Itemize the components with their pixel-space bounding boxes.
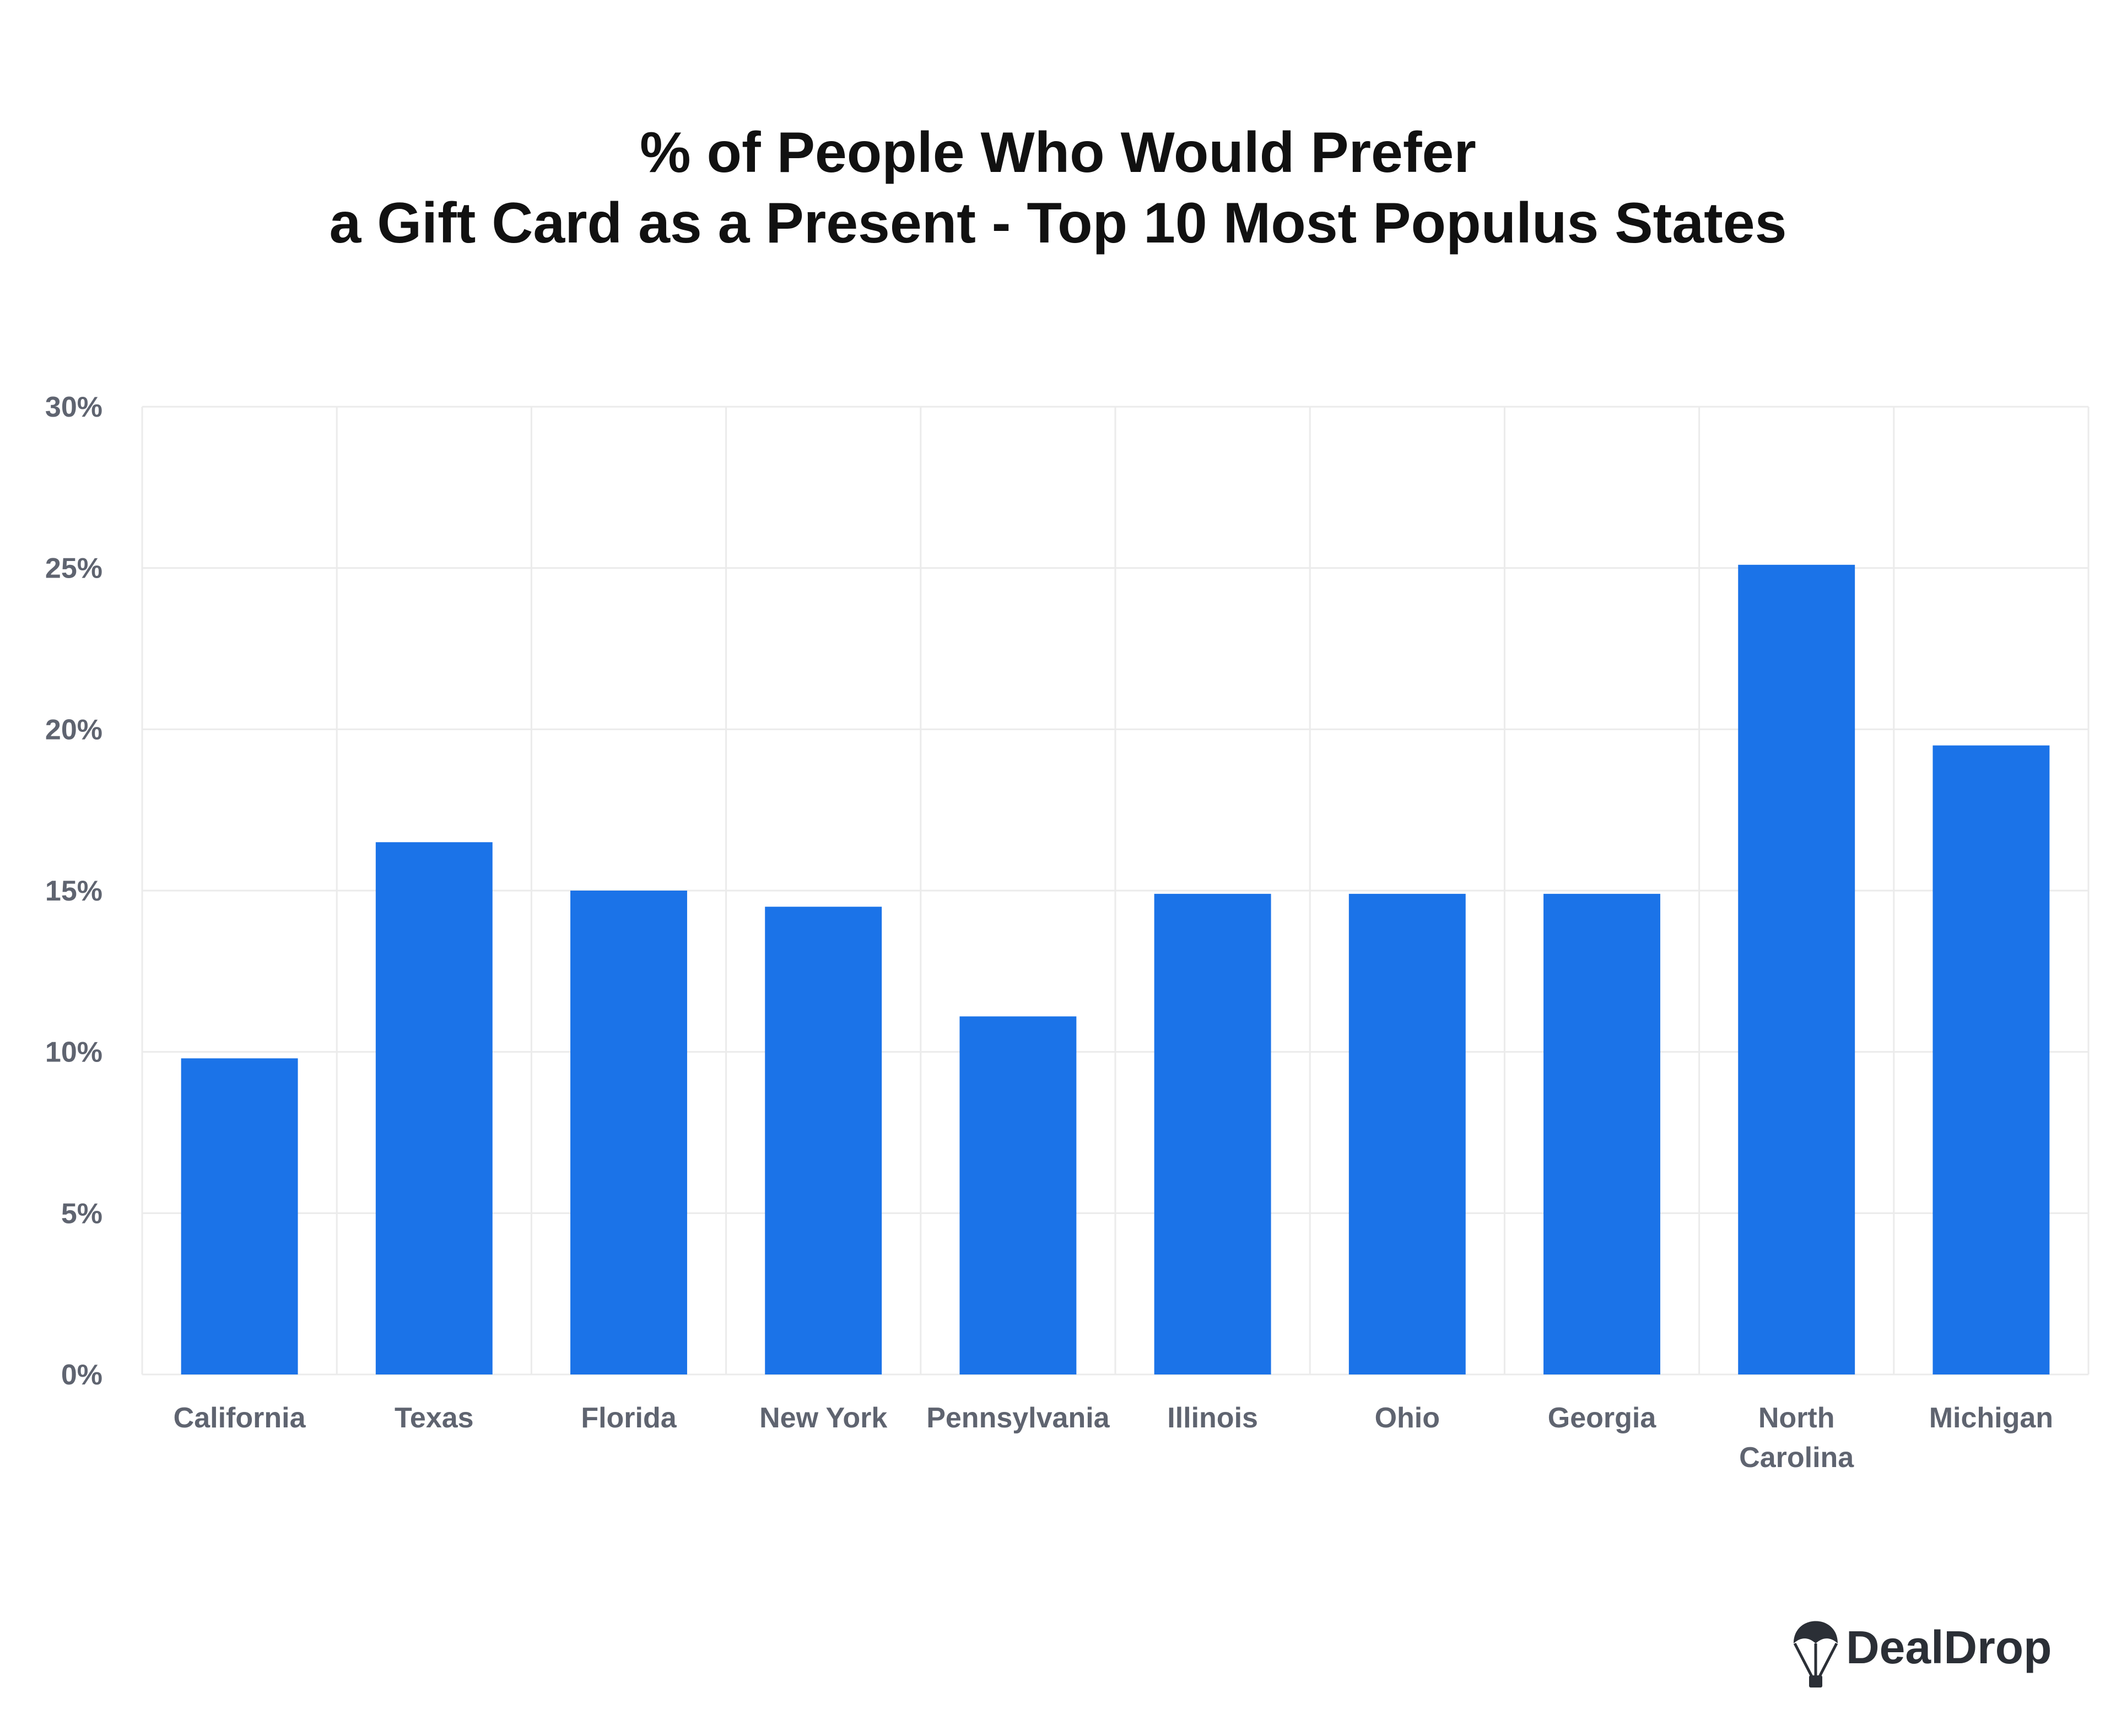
y-tick-label: 30%: [45, 391, 102, 423]
x-tick-label: North Carolina: [1739, 1402, 1854, 1474]
x-tick-label: Florida: [581, 1402, 677, 1434]
x-tick-label: Pennsylvania: [926, 1402, 1110, 1434]
bars: [181, 564, 2050, 1374]
x-tick-label: Georgia: [1548, 1402, 1657, 1434]
chart-title: % of People Who Would Prefer a Gift Card…: [330, 121, 1787, 255]
x-tick-label: Ohio: [1375, 1402, 1440, 1434]
y-tick-label: 0%: [61, 1359, 102, 1391]
bar: [1933, 745, 2050, 1374]
x-axis-ticks: California Texas Florida New York Pennsylvan…: [174, 1402, 2053, 1474]
bar: [570, 891, 687, 1374]
bar: [765, 907, 882, 1374]
chart-title-line-2: a Gift Card as a Present - Top 10 Most P…: [330, 191, 1787, 255]
x-tick-label: California: [174, 1402, 306, 1434]
y-tick-label: 5%: [61, 1198, 102, 1230]
bar: [375, 842, 493, 1374]
x-tick-label: New York: [759, 1402, 887, 1434]
parachute-icon: [1793, 1621, 1838, 1688]
y-tick-label: 15%: [45, 875, 102, 907]
x-tick-label: Illinois: [1167, 1402, 1258, 1434]
y-tick-label: 20%: [45, 714, 102, 746]
bar: [1348, 893, 1466, 1374]
bar: [1543, 893, 1660, 1374]
x-tick-label: Michigan: [1929, 1402, 2053, 1434]
bar: [1738, 564, 1855, 1374]
y-tick-label: 25%: [45, 553, 102, 585]
brand-name: DealDrop: [1846, 1621, 2052, 1673]
bar: [181, 1058, 298, 1374]
bar: [959, 1016, 1077, 1374]
brand-logo: DealDrop: [1793, 1621, 2052, 1688]
x-tick-label: Texas: [395, 1402, 474, 1434]
y-axis-ticks: 0% 5% 10% 15% 20% 25% 30%: [45, 391, 102, 1391]
y-tick-label: 10%: [45, 1037, 102, 1069]
chart-title-line-1: % of People Who Would Prefer: [640, 121, 1476, 185]
bar: [1154, 893, 1271, 1374]
